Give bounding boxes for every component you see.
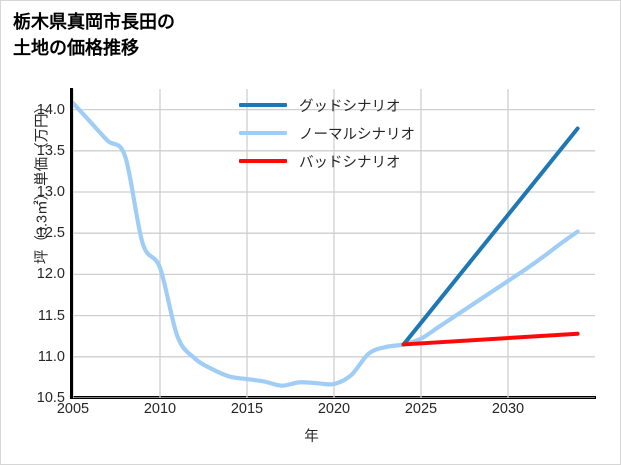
plot-area xyxy=(73,89,595,398)
y-tick-label: 12.5 xyxy=(36,225,65,242)
legend-label: ノーマルシナリオ xyxy=(299,126,415,143)
chart-canvas xyxy=(73,89,595,398)
y-tick-label: 11.0 xyxy=(37,348,65,365)
legend-swatch-good xyxy=(239,103,287,107)
gridlines xyxy=(73,89,595,398)
legend-label: バッドシナリオ xyxy=(299,154,401,171)
y-tick-label: 13.5 xyxy=(36,142,65,159)
legend-item[interactable]: グッドシナリオ xyxy=(239,91,449,119)
y-tick-label: 11.5 xyxy=(37,307,65,324)
x-tick-label: 2020 xyxy=(317,401,351,417)
y-tick-label: 12.0 xyxy=(36,266,65,283)
legend-swatch-normal xyxy=(239,131,287,135)
data-series-group xyxy=(73,100,580,388)
legend-swatch-bad xyxy=(239,159,287,163)
x-tick-label: 2005 xyxy=(56,401,90,417)
series-line-bad xyxy=(401,331,580,347)
y-axis-tick-labels: 10.5 11.0 11.5 12.0 12.5 13.0 13.5 14.0 xyxy=(1,1,65,464)
x-tick-label: 2010 xyxy=(143,401,177,417)
series-line-normal xyxy=(73,100,580,388)
legend-item[interactable]: ノーマルシナリオ xyxy=(239,119,449,147)
y-tick-label: 14.0 xyxy=(36,101,65,118)
y-tick-label: 10.5 xyxy=(36,390,65,406)
y-axis-spine xyxy=(70,88,73,399)
legend-label: グッドシナリオ xyxy=(299,98,401,115)
y-axis-label: 坪（3.3㎡）単価（万円） xyxy=(34,98,51,265)
x-axis-label: 年 xyxy=(304,429,319,445)
x-tick-label: 2025 xyxy=(404,401,438,417)
chart-legend: グッドシナリオ ノーマルシナリオ バッドシナリオ xyxy=(239,91,449,175)
series-line-good xyxy=(401,126,580,347)
x-tick-label: 2030 xyxy=(491,401,525,417)
legend-item[interactable]: バッドシナリオ xyxy=(239,147,449,175)
x-tick-label: 2015 xyxy=(230,401,264,417)
y-tick-label: 13.0 xyxy=(36,184,65,200)
page-title: 栃木県真岡市長田の 土地の価格推移 xyxy=(13,12,175,58)
